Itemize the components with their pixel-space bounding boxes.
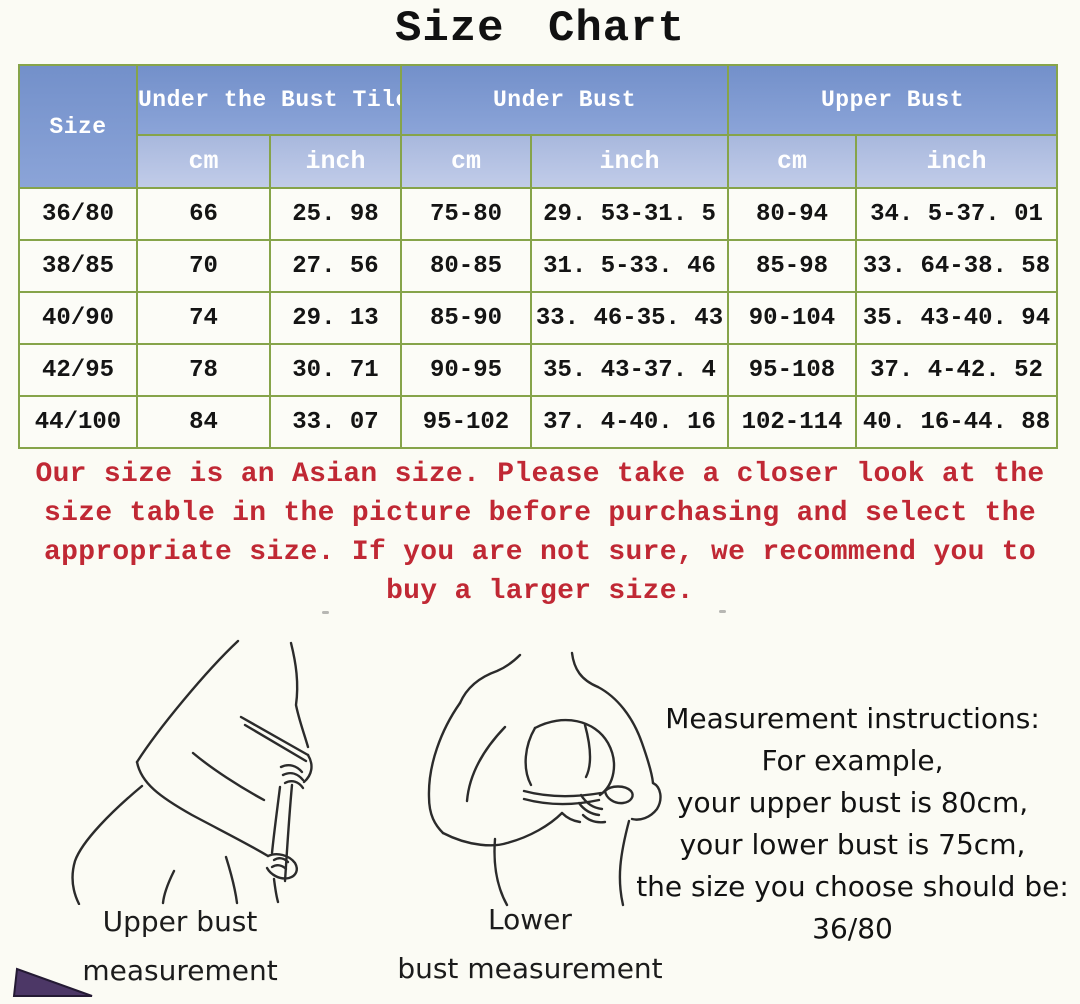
notice-line: size table in the picture before purchas…: [44, 498, 1036, 529]
cell-value: 40. 16-44. 88: [855, 395, 1058, 449]
cell-value: 74: [136, 291, 271, 345]
cell-value: 95-108: [727, 343, 857, 397]
table-row: 40/90 74 29. 13 85-90 33. 46-35. 43 90-1…: [18, 291, 1058, 345]
unit-header-cm: cm: [136, 134, 271, 189]
corner-triangle-decoration: [12, 967, 93, 997]
cell-size: 38/85: [18, 239, 138, 293]
cell-value: 102-114: [727, 395, 857, 449]
column-header-size: Size: [18, 64, 138, 189]
cell-value: 84: [136, 395, 271, 449]
caption-line: bust measurement: [397, 952, 663, 985]
caption-line: measurement: [82, 954, 278, 987]
unit-header-inch: inch: [269, 134, 402, 189]
asian-size-notice: Our size is an Asian size. Please take a…: [20, 455, 1060, 611]
cell-value: 95-102: [400, 395, 532, 449]
cell-value: 37. 4-42. 52: [855, 343, 1058, 397]
cell-value: 80-94: [727, 187, 857, 241]
cell-size: 42/95: [18, 343, 138, 397]
cell-value: 33. 07: [269, 395, 402, 449]
cell-value: 29. 13: [269, 291, 402, 345]
artifact-dot: [719, 610, 726, 613]
cell-value: 78: [136, 343, 271, 397]
cell-value: 34. 5-37. 01: [855, 187, 1058, 241]
cell-value: 90-95: [400, 343, 532, 397]
cell-value: 85-98: [727, 239, 857, 293]
cell-value: 90-104: [727, 291, 857, 345]
table-header-row: Size Under the Bust Tile Under Bust Uppe…: [18, 64, 1058, 189]
cell-value: 33. 46-35. 43: [530, 291, 729, 345]
caption-line: Upper bust: [102, 905, 258, 938]
cell-value: 66: [136, 187, 271, 241]
notice-line: Our size is an Asian size. Please take a…: [35, 459, 1045, 490]
cell-size: 44/100: [18, 395, 138, 449]
cell-value: 85-90: [400, 291, 532, 345]
cell-size: 36/80: [18, 187, 138, 241]
cell-value: 31. 5-33. 46: [530, 239, 729, 293]
table-row: 38/85 70 27. 56 80-85 31. 5-33. 46 85-98…: [18, 239, 1058, 293]
table-unit-header-row: cm inch cm inch cm inch: [19, 134, 1058, 189]
artifact-dot: [322, 611, 329, 614]
instructions-line: For example,: [761, 744, 944, 777]
upper-bust-figure: [71, 639, 313, 905]
table-row: 36/80 66 25. 98 75-80 29. 53-31. 5 80-94…: [18, 187, 1058, 241]
cell-value: 80-85: [400, 239, 532, 293]
lower-bust-figure: [427, 651, 662, 907]
unit-header-cm: cm: [400, 134, 532, 189]
cell-value: 30. 71: [269, 343, 402, 397]
instructions-line: Measurement instructions:: [665, 702, 1040, 735]
measurement-instructions: Measurement instructions: For example, y…: [635, 698, 1070, 950]
caption-line: Lower: [488, 903, 572, 936]
notice-line: buy a larger size.: [386, 576, 694, 607]
unit-header-inch: inch: [855, 134, 1058, 189]
cell-value: 75-80: [400, 187, 532, 241]
unit-header-cm: cm: [727, 134, 857, 189]
unit-header-inch: inch: [530, 134, 729, 189]
cell-value: 70: [136, 239, 271, 293]
column-header-under-bust: Under Bust: [400, 64, 729, 136]
instructions-line: your upper bust is 80cm,: [676, 786, 1029, 819]
instructions-line: your lower bust is 75cm,: [679, 828, 1026, 861]
page-title: Size Chart: [394, 4, 686, 54]
cell-value: 37. 4-40. 16: [530, 395, 729, 449]
column-header-under-the-bust-tile: Under the Bust Tile: [136, 64, 402, 136]
cell-value: 35. 43-37. 4: [530, 343, 729, 397]
upper-bust-caption: Upper bust measurement: [40, 905, 320, 987]
table-row: 42/95 78 30. 71 90-95 35. 43-37. 4 95-10…: [18, 343, 1058, 397]
table-row: 44/100 84 33. 07 95-102 37. 4-40. 16 102…: [18, 395, 1058, 449]
cell-value: 25. 98: [269, 187, 402, 241]
cell-value: 33. 64-38. 58: [855, 239, 1058, 293]
instructions-line: the size you choose should be:: [636, 870, 1069, 903]
cell-value: 29. 53-31. 5: [530, 187, 729, 241]
size-chart-table: Size Under the Bust Tile Under Bust Uppe…: [18, 64, 1058, 449]
cell-size: 40/90: [18, 291, 138, 345]
notice-line: appropriate size. If you are not sure, w…: [44, 537, 1036, 568]
cell-value: 35. 43-40. 94: [855, 291, 1058, 345]
instructions-line: 36/80: [812, 912, 893, 945]
cell-value: 27. 56: [269, 239, 402, 293]
lower-bust-caption: Lower bust measurement: [380, 903, 680, 985]
column-header-upper-bust: Upper Bust: [727, 64, 1058, 136]
